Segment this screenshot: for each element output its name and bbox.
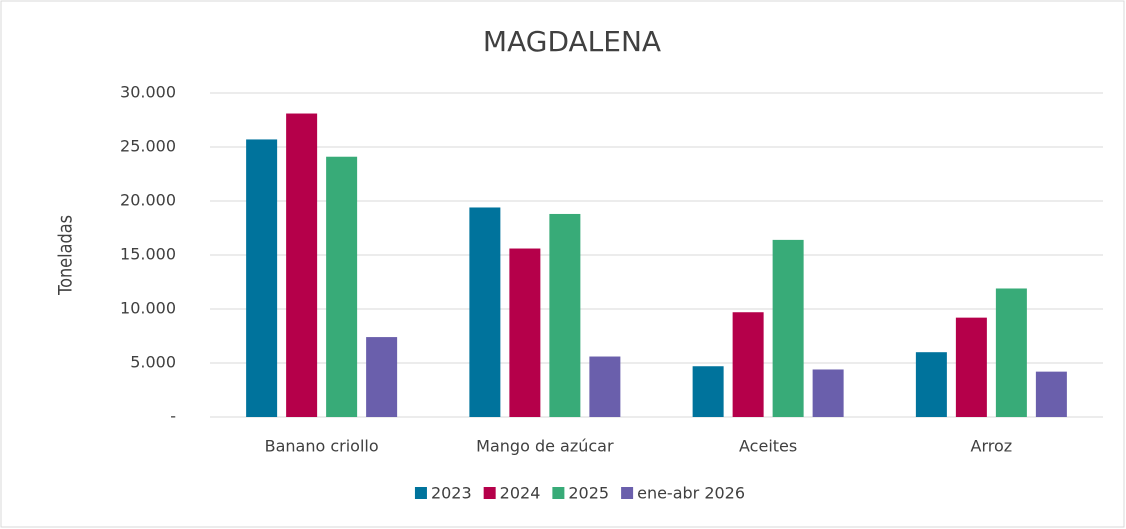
y-tick-label: 15.000 <box>120 245 176 264</box>
bar <box>326 156 358 417</box>
bar <box>732 312 764 417</box>
legend-swatch <box>414 487 427 499</box>
y-tick-label: 25.000 <box>120 137 176 156</box>
bar <box>1035 371 1067 417</box>
bar <box>812 369 844 417</box>
y-tick-label: 20.000 <box>120 191 176 210</box>
legend-label: 2024 <box>500 484 541 503</box>
y-tick-label: - <box>170 407 176 426</box>
bar <box>549 213 581 417</box>
y-tick-label: 5.000 <box>130 353 176 372</box>
legend-swatch <box>483 487 496 499</box>
legend-label: 2023 <box>431 484 472 503</box>
legend-label: 2025 <box>568 484 609 503</box>
chart-title: MAGDALENA <box>483 25 661 58</box>
bar <box>915 352 947 417</box>
bar <box>469 207 501 417</box>
x-tick-label: Banano criollo <box>265 437 379 456</box>
y-tick-label: 10.000 <box>120 299 176 318</box>
x-tick-label: Arroz <box>971 437 1013 456</box>
legend-swatch <box>621 487 634 499</box>
y-axis-label: Toneladas <box>55 215 77 296</box>
bar <box>995 288 1027 417</box>
x-tick-label: Aceites <box>739 437 797 456</box>
bar <box>366 337 398 417</box>
bar <box>955 317 987 417</box>
bar <box>589 356 621 417</box>
legend-label: ene-abr 2026 <box>637 484 745 503</box>
bar <box>772 239 804 417</box>
bar <box>509 248 541 417</box>
x-tick-label: Mango de azúcar <box>476 437 614 456</box>
bar <box>246 139 278 417</box>
y-tick-label: 30.000 <box>120 83 176 102</box>
bar <box>286 113 318 418</box>
legend-swatch <box>552 487 565 499</box>
bar <box>692 366 724 417</box>
